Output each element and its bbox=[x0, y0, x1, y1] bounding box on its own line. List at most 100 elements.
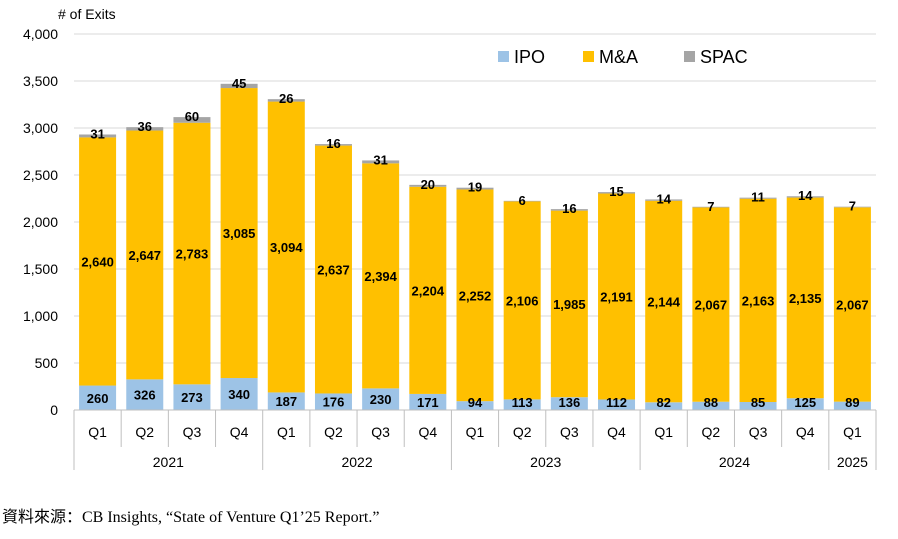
y-tick-label: 3,000 bbox=[23, 120, 58, 136]
ma-data-label: 2,204 bbox=[412, 283, 445, 298]
ipo-data-label: 88 bbox=[704, 395, 718, 410]
x-tick-label: Q1 bbox=[466, 424, 485, 440]
ipo-legend-label: IPO bbox=[514, 47, 545, 67]
ipo-data-label: 273 bbox=[181, 390, 203, 405]
x-tick-label: Q1 bbox=[88, 424, 107, 440]
ma-legend-label: M&A bbox=[599, 47, 638, 67]
ma-bar-segment bbox=[833, 207, 871, 402]
y-tick-label: 4,000 bbox=[23, 26, 58, 42]
ipo-bar-segment bbox=[126, 379, 164, 410]
year-label: 2022 bbox=[341, 454, 372, 470]
ma-bar-segment bbox=[456, 189, 494, 402]
ma-data-label: 3,094 bbox=[270, 240, 303, 255]
x-tick-label: Q1 bbox=[654, 424, 673, 440]
spac-data-label: 16 bbox=[326, 136, 340, 151]
spac-bar-segment bbox=[786, 196, 824, 198]
spac-bar-segment bbox=[503, 200, 541, 202]
ma-data-label: 2,106 bbox=[506, 293, 539, 308]
spac-bar-segment bbox=[598, 192, 636, 194]
x-tick-label: Q3 bbox=[560, 424, 579, 440]
year-label: 2023 bbox=[530, 454, 561, 470]
y-tick-label: 1,500 bbox=[23, 261, 58, 277]
y-tick-label: 500 bbox=[35, 355, 59, 371]
x-tick-label: Q4 bbox=[230, 424, 249, 440]
ma-bar-segment bbox=[126, 130, 164, 380]
exits-stacked-bar-chart: # of Exits 0 500 1,000 1,500 2,000 2,500 3,000… bbox=[23, 6, 877, 470]
ipo-bar-segment bbox=[267, 392, 305, 410]
spac-data-label: 31 bbox=[90, 126, 104, 141]
ipo-data-label: 340 bbox=[228, 387, 250, 402]
ipo-bar-segment bbox=[362, 388, 400, 410]
y-tick-label: 0 bbox=[50, 402, 58, 418]
ma-bar-segment bbox=[267, 101, 305, 393]
ipo-bar-segment bbox=[503, 399, 541, 410]
ipo-data-label: 85 bbox=[751, 395, 765, 410]
ma-data-label: 2,647 bbox=[128, 248, 161, 263]
ma-bar-segment bbox=[692, 207, 730, 402]
y-axis-ticks: 0 500 1,000 1,500 2,000 2,500 3,000 3,500 4,000 bbox=[23, 26, 58, 418]
x-tick-label: Q1 bbox=[843, 424, 862, 440]
ma-data-label: 2,783 bbox=[176, 247, 209, 262]
ma-bar-segment bbox=[503, 201, 541, 400]
ma-bar-segment bbox=[550, 210, 588, 398]
x-tick-label: Q3 bbox=[749, 424, 768, 440]
spac-data-label: 20 bbox=[421, 177, 435, 192]
year-label: 2021 bbox=[153, 454, 184, 470]
ma-bar-segment bbox=[786, 197, 824, 399]
ipo-legend-swatch bbox=[498, 51, 509, 62]
ma-bar-segment bbox=[645, 200, 683, 403]
spac-data-label: 26 bbox=[279, 91, 293, 106]
spac-bar-segment bbox=[362, 160, 400, 164]
x-tick-label: Q2 bbox=[324, 424, 343, 440]
ma-data-label: 2,637 bbox=[317, 263, 350, 278]
ipo-data-label: 89 bbox=[845, 395, 859, 410]
spac-bar-segment bbox=[79, 134, 117, 138]
ma-bar-segment bbox=[173, 122, 211, 385]
ipo-data-label: 112 bbox=[606, 395, 627, 410]
ma-bar-segment bbox=[314, 145, 352, 394]
ma-data-label: 2,394 bbox=[364, 269, 397, 284]
spac-legend-swatch bbox=[684, 51, 695, 62]
ma-data-label: 2,135 bbox=[789, 291, 822, 306]
spac-data-label: 36 bbox=[138, 119, 152, 134]
x-tick-label: Q3 bbox=[183, 424, 202, 440]
spac-data-label: 14 bbox=[656, 191, 671, 206]
x-tick-label: Q3 bbox=[371, 424, 390, 440]
spac-bar-segment bbox=[314, 144, 352, 146]
spac-bar-segment bbox=[173, 117, 211, 123]
ipo-bar-segment bbox=[692, 401, 730, 410]
y-tick-label: 1,000 bbox=[23, 308, 58, 324]
spac-bar-segment bbox=[409, 184, 447, 187]
spac-data-label: 15 bbox=[609, 184, 623, 199]
x-tick-label: Q4 bbox=[796, 424, 815, 440]
spac-data-label: 45 bbox=[232, 76, 246, 91]
spac-legend-label: SPAC bbox=[700, 47, 748, 67]
spac-data-label: 6 bbox=[519, 193, 526, 208]
spac-data-label: 16 bbox=[562, 201, 576, 216]
ipo-bar-segment bbox=[598, 399, 636, 410]
ma-data-label: 2,144 bbox=[647, 295, 680, 310]
ipo-bar-segment bbox=[409, 393, 447, 410]
ipo-data-label: 94 bbox=[468, 395, 483, 410]
y-tick-label: 2,000 bbox=[23, 214, 58, 230]
ma-bar-segment bbox=[79, 137, 117, 386]
ma-bar-segment bbox=[362, 163, 400, 389]
ipo-bar-segment bbox=[833, 401, 871, 410]
ipo-data-label: 125 bbox=[794, 395, 816, 410]
ma-data-label: 2,191 bbox=[600, 289, 633, 304]
ipo-bar-segment bbox=[739, 402, 777, 410]
ipo-data-label: 230 bbox=[370, 392, 392, 407]
x-tick-label: Q2 bbox=[513, 424, 532, 440]
source-note: 資料來源：CB Insights, “State of Venture Q1’2… bbox=[2, 509, 380, 526]
ipo-data-label: 176 bbox=[323, 395, 345, 410]
x-tick-label: Q2 bbox=[135, 424, 154, 440]
spac-bar-segment bbox=[220, 83, 258, 89]
spac-bar-segment bbox=[126, 127, 164, 131]
ma-bar-segment bbox=[220, 88, 258, 379]
ipo-bar-segment bbox=[550, 397, 588, 410]
spac-data-label: 7 bbox=[849, 199, 856, 214]
spac-data-label: 14 bbox=[798, 188, 813, 203]
spac-bar-segment bbox=[645, 199, 683, 201]
ma-data-label: 3,085 bbox=[223, 226, 256, 241]
ipo-bar-segment bbox=[456, 401, 494, 410]
